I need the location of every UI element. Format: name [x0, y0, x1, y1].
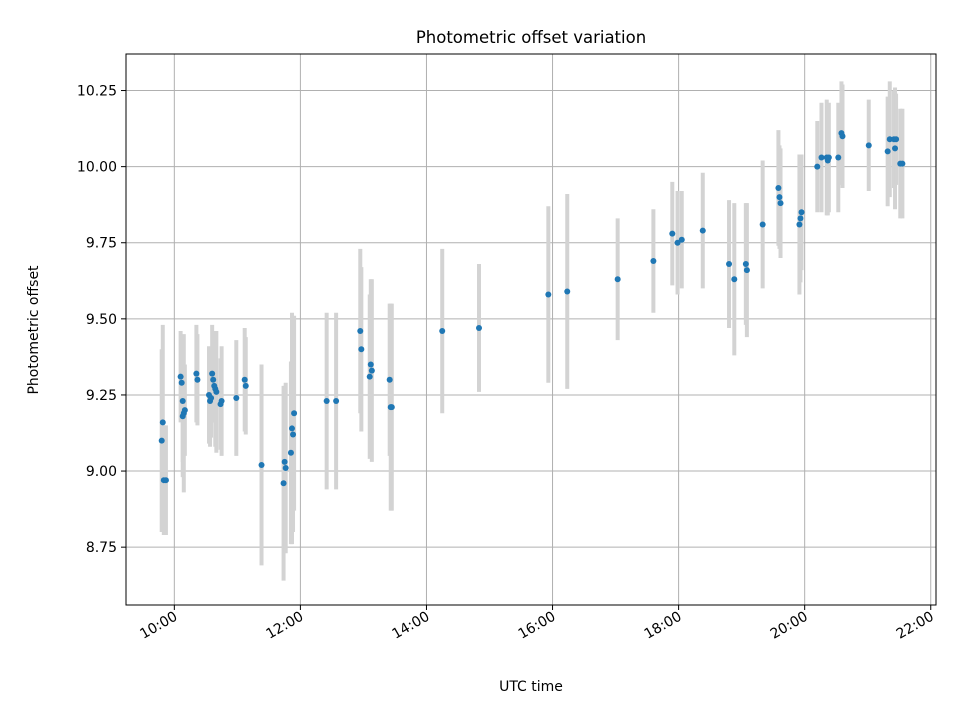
- y-tick-label: 9.75: [86, 236, 117, 252]
- y-tick-label: 9.25: [86, 388, 117, 404]
- data-point: [797, 215, 804, 222]
- plot-frame: [125, 53, 937, 606]
- data-point: [288, 425, 295, 432]
- y-tick-label: 9.00: [86, 464, 117, 480]
- data-point: [893, 136, 900, 143]
- data-point: [158, 437, 165, 444]
- data-point: [333, 398, 340, 405]
- data-point: [368, 367, 375, 374]
- data-point: [796, 221, 803, 228]
- data-point: [258, 461, 265, 468]
- data-point: [839, 133, 846, 140]
- data-point: [291, 410, 298, 417]
- data-point: [280, 480, 287, 487]
- data-point: [814, 163, 821, 170]
- data-point: [742, 261, 749, 268]
- y-axis-ticks: 8.75 9.00 9.25 9.50 9.75 10.00 10.25: [77, 84, 126, 556]
- y-tick-label: 10.00: [77, 160, 117, 176]
- data-point: [178, 379, 185, 386]
- y-tick-label: 8.75: [86, 540, 117, 556]
- data-point: [193, 370, 200, 377]
- data-point: [208, 394, 215, 401]
- data-point: [899, 160, 906, 167]
- data-point: [865, 142, 872, 149]
- data-point: [439, 328, 446, 335]
- data-point: [323, 398, 330, 405]
- data-point: [798, 209, 805, 216]
- data-point: [674, 239, 681, 246]
- data-point: [892, 145, 899, 152]
- data-point: [177, 373, 184, 380]
- data-point: [475, 324, 482, 331]
- data-point: [726, 261, 733, 268]
- data-point: [357, 328, 364, 335]
- data-point: [290, 431, 297, 438]
- data-point: [388, 404, 395, 411]
- data-point: [776, 194, 783, 201]
- data-point: [213, 388, 220, 395]
- data-point: [545, 291, 552, 298]
- data-point: [367, 361, 374, 368]
- data-point: [564, 288, 571, 295]
- x-axis-label: UTC time: [499, 679, 563, 695]
- data-point: [775, 184, 782, 191]
- data-point: [210, 376, 217, 383]
- data-point: [614, 276, 621, 283]
- data-point: [159, 419, 166, 426]
- data-point: [242, 382, 249, 389]
- data-point: [818, 154, 825, 161]
- data-point: [699, 227, 706, 234]
- y-tick-label: 10.25: [77, 84, 117, 100]
- data-point: [358, 346, 365, 353]
- data-point: [366, 373, 373, 380]
- data-point: [194, 376, 201, 383]
- data-point: [282, 465, 289, 472]
- y-tick-label: 9.50: [86, 312, 117, 328]
- data-point: [884, 148, 891, 155]
- data-point: [281, 458, 288, 465]
- data-point: [743, 267, 750, 274]
- data-point: [181, 407, 188, 414]
- data-point: [669, 230, 676, 237]
- y-axis-label: Photometric offset: [26, 265, 42, 395]
- data-point: [179, 398, 186, 405]
- data-point: [162, 477, 169, 484]
- data-point: [731, 276, 738, 283]
- data-point: [209, 370, 216, 377]
- data-point: [218, 398, 225, 405]
- data-point: [825, 154, 832, 161]
- data-point: [386, 376, 393, 383]
- data-point: [759, 221, 766, 228]
- chart-title: Photometric offset variation: [416, 28, 646, 47]
- data-points: [158, 130, 906, 487]
- data-point: [233, 394, 240, 401]
- data-point: [777, 200, 784, 207]
- data-point: [886, 136, 893, 143]
- data-point: [241, 376, 248, 383]
- data-point: [650, 258, 657, 265]
- data-point: [287, 449, 294, 456]
- data-point: [678, 236, 685, 243]
- data-point: [835, 154, 842, 161]
